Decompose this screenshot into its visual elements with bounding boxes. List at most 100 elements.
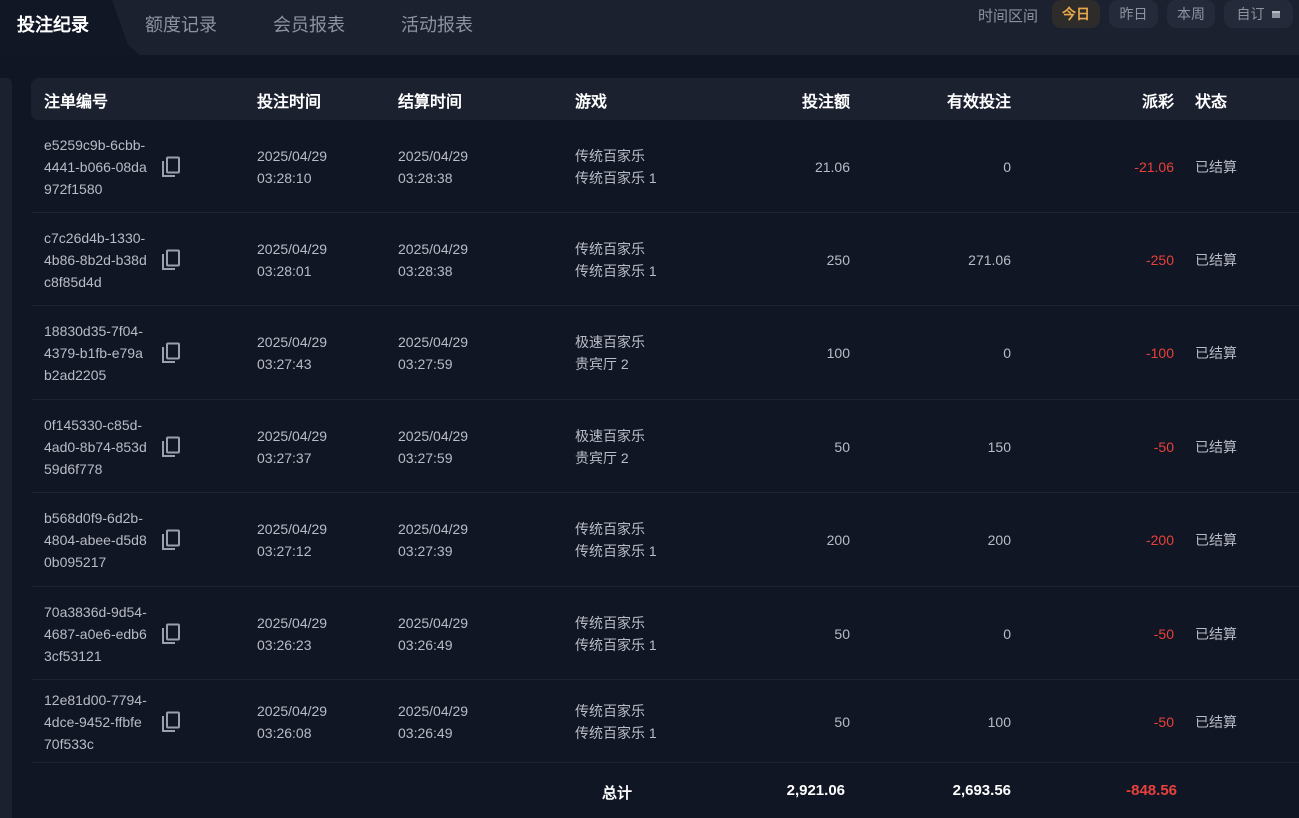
settle-time: 2025/04/29 03:28:38 [398,145,468,189]
bet-clock: 03:27:43 [257,356,312,372]
game-table: 贵宾厅 2 [575,356,629,372]
payout: -50 [1153,626,1174,642]
bet-date: 2025/04/29 [257,615,328,631]
status: 已结算 [1195,714,1237,730]
tab-credit-records[interactable]: 额度记录 [145,15,217,35]
settle-date: 2025/04/29 [398,148,469,164]
game-table: 贵宾厅 2 [575,450,629,466]
bet-amount: 50 [834,714,850,730]
copy-icon[interactable] [161,249,181,271]
settle-date: 2025/04/29 [398,615,469,631]
bet-id: 18830d35-7f04-4379-b1fb-e79ab2ad2205 [44,323,143,383]
total-payout: -848.56 [1126,782,1177,799]
copy-icon[interactable] [161,156,181,178]
bet-clock: 03:28:01 [257,263,312,279]
valid-bet: 271.06 [968,252,1011,268]
column-header-valid-bet: 有效投注 [946,94,1011,111]
settle-date: 2025/04/29 [398,241,469,257]
bet-date: 2025/04/29 [257,521,328,537]
valid-bet: 150 [987,439,1011,455]
total-valid-bet: 2,693.56 [952,782,1011,799]
game: 传统百家乐 传统百家乐 1 [575,518,657,562]
column-header-id: 注单编号 [44,94,109,111]
total-label: 总计 [602,785,633,802]
bet-time: 2025/04/29 03:28:10 [257,145,327,189]
copy-icon[interactable] [161,529,181,551]
settle-time: 2025/04/29 03:26:49 [398,612,468,656]
bet-id: 0f145330-c85d-4ad0-8b74-853d59d6f778 [44,417,147,477]
settle-time: 2025/04/29 03:26:49 [398,700,468,744]
today-button[interactable]: 今日 [1052,0,1100,28]
bet-id: c7c26d4b-1330-4b86-8b2d-b38dc8f85d4d [44,230,147,290]
copy-icon[interactable] [161,342,181,364]
settle-time: 2025/04/29 03:27:59 [398,331,468,375]
time-range-label: 时间区间 [978,8,1039,25]
payout: -50 [1153,714,1174,730]
status: 已结算 [1195,345,1237,361]
settle-date: 2025/04/29 [398,521,469,537]
copy-icon[interactable] [161,711,181,733]
table-header: 注单编号 投注时间 结算时间 游戏 投注额 有效投注 派彩 状态 [31,78,1299,120]
game: 传统百家乐 传统百家乐 1 [575,238,657,282]
settle-time: 2025/04/29 03:27:59 [398,425,468,469]
column-header-status: 状态 [1195,94,1228,111]
bet-id: e5259c9b-6cbb-4441-b066-08da972f1580 [44,137,147,197]
bet-time: 2025/04/29 03:27:37 [257,425,327,469]
table-row: c7c26d4b-1330-4b86-8b2d-b38dc8f85d4d 202… [31,213,1299,306]
yesterday-button[interactable]: 昨日 [1109,0,1158,28]
game: 极速百家乐贵宾厅 2 [575,331,645,375]
settle-date: 2025/04/29 [398,334,469,350]
bet-clock: 03:27:12 [257,543,312,559]
bet-date: 2025/04/29 [257,428,328,444]
status: 已结算 [1195,252,1237,268]
game: 极速百家乐 贵宾厅 2 [575,425,645,469]
bet-amount: 50 [834,626,850,642]
bet-time: 2025/04/29 03:26:08 [257,700,327,744]
settle-clock: 03:26:49 [398,637,453,653]
settle-date: 2025/04/29 [398,703,469,719]
payout: -50 [1153,439,1174,455]
bet-clock: 03:26:08 [257,725,312,741]
game: 传统百家乐传统百家乐 1 [575,700,657,744]
table-row: 0f145330-c85d-4ad0-8b74-853d59d6f778 202… [31,400,1299,493]
bet-amount: 100 [826,345,850,361]
settle-time: 2025/04/29 03:27:39 [398,518,468,562]
bet-clock: 03:28:10 [257,170,312,186]
sidebar-edge [0,78,12,818]
tab-member-report[interactable]: 会员报表 [273,15,345,35]
copy-icon[interactable] [161,436,181,458]
copy-icon[interactable] [161,623,181,645]
game-name: 传统百家乐 [575,521,645,537]
bet-id: 70a3836d-9d54-4687-a0e6-edb63cf53121 [44,604,147,664]
game-name: 传统百家乐 [575,703,645,719]
game-name: 极速百家乐 [575,334,645,350]
valid-bet: 100 [987,714,1011,730]
total-bet-amount: 2,921.06 [786,782,845,799]
payout: -200 [1145,532,1174,548]
game-name: 传统百家乐 [575,148,645,164]
tab-bet-records[interactable]: 投注纪录 [17,15,89,35]
settle-date: 2025/04/29 [398,428,469,444]
game-table: 传统百家乐 1 [575,170,657,186]
tab-activity-report[interactable]: 活动报表 [401,15,473,35]
game-table: 传统百家乐 1 [575,725,657,741]
payout: -100 [1145,345,1174,361]
table-row: 18830d35-7f04-4379-b1fb-e79ab2ad2205 202… [31,306,1299,400]
bet-amount: 200 [826,532,850,548]
column-header-settle-time: 结算时间 [398,94,463,111]
table-row: 12e81d00-7794-4dce-9452-ffbfe70f533c 202… [31,680,1299,763]
bet-time: 2025/04/29 03:28:01 [257,238,327,282]
this-week-button[interactable]: 本周 [1167,0,1215,28]
bet-clock: 03:26:23 [257,637,312,653]
game: 传统百家乐 传统百家乐 1 [575,612,657,656]
bet-clock: 03:27:37 [257,450,312,466]
status: 已结算 [1195,626,1237,642]
top-bar: 投注纪录 额度记录 会员报表 活动报表 时间区间 今日 昨日 本周 自订 [0,0,1299,55]
payout: -250 [1145,252,1174,268]
settle-clock: 03:27:59 [398,356,453,372]
bet-amount: 21.06 [814,159,850,175]
bet-date: 2025/04/29 [257,241,328,257]
payout: -21.06 [1134,159,1174,175]
bet-time: 2025/04/29 03:27:12 [257,518,327,562]
custom-range-button[interactable]: 自订 [1224,0,1293,28]
